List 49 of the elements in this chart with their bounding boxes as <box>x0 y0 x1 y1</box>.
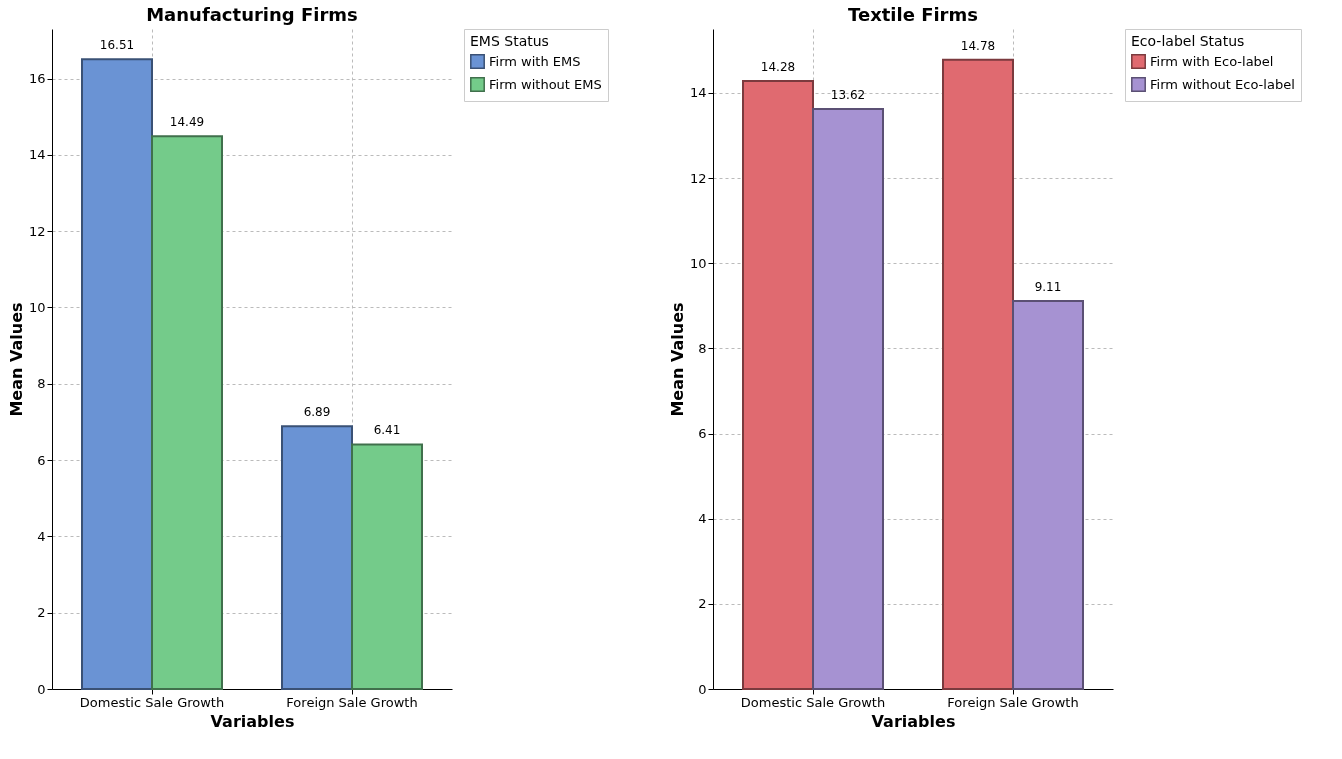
data-label: 14.28 <box>760 59 796 74</box>
chart-title: Textile Firms <box>848 3 978 25</box>
bar <box>281 425 353 690</box>
y-tick-label: 16 <box>28 71 46 87</box>
y-axis-title: Mean Values <box>6 302 26 417</box>
bar <box>81 58 153 690</box>
y-tick-label: 14 <box>689 85 707 101</box>
y-tick-label: 0 <box>698 681 707 697</box>
bar <box>942 58 1014 690</box>
legend-label: Firm with Eco-label <box>1150 53 1274 69</box>
x-tick-label: Domestic Sale Growth <box>740 694 886 710</box>
data-label: 14.49 <box>169 115 205 130</box>
data-label: 6.41 <box>373 423 401 438</box>
y-tick-label: 6 <box>698 426 707 442</box>
x-axis-title: Variables <box>210 711 295 731</box>
y-tick-label: 10 <box>689 255 707 271</box>
y-tick-label: 10 <box>28 300 46 315</box>
x-tick-label: Foreign Sale Growth <box>947 694 1079 710</box>
legend-label: Firm with EMS <box>489 53 581 69</box>
bar <box>812 108 884 690</box>
x-tick-label: Domestic Sale Growth <box>79 694 225 710</box>
legend-label: Firm without EMS <box>489 76 602 92</box>
y-tick-label: 12 <box>689 170 707 186</box>
y-tick-label: 2 <box>698 596 707 612</box>
data-label: 6.89 <box>303 405 331 420</box>
data-label: 16.51 <box>99 38 135 53</box>
bar <box>1012 300 1084 690</box>
y-tick-label: 8 <box>698 340 707 356</box>
y-tick-label: 12 <box>28 223 46 239</box>
chart-title: Manufacturing Firms <box>146 3 358 25</box>
y-tick-label: 6 <box>37 452 46 468</box>
legend-label: Firm without Eco-label <box>1150 76 1295 92</box>
legend-title: Eco-label Status <box>1131 33 1245 49</box>
bar <box>742 79 814 690</box>
data-label: 9.11 <box>1034 280 1062 295</box>
bar <box>151 135 223 690</box>
y-axis-title: Mean Values <box>667 302 687 417</box>
y-tick-label: 8 <box>37 376 46 392</box>
legend-title: EMS Status <box>470 33 549 49</box>
y-tick-label: 4 <box>37 528 46 544</box>
y-tick-label: 2 <box>37 605 46 621</box>
data-label: 13.62 <box>830 88 866 103</box>
x-tick-label: Foreign Sale Growth <box>286 694 418 710</box>
bar <box>351 443 423 690</box>
y-tick-label: 14 <box>28 147 46 163</box>
x-axis-title: Variables <box>871 711 956 731</box>
y-tick-label: 4 <box>698 511 707 527</box>
data-label: 14.78 <box>960 38 996 53</box>
y-tick-label: 0 <box>37 681 46 697</box>
